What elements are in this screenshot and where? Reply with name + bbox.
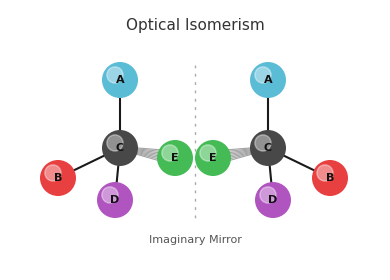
Circle shape [45, 165, 61, 181]
Circle shape [102, 62, 138, 98]
Circle shape [250, 130, 286, 166]
Circle shape [40, 160, 76, 196]
Text: Optical Isomerism: Optical Isomerism [126, 18, 264, 33]
Text: C: C [264, 143, 272, 153]
Text: D: D [110, 195, 120, 205]
Circle shape [107, 135, 123, 151]
Circle shape [102, 187, 118, 203]
Circle shape [317, 165, 333, 181]
Circle shape [97, 182, 133, 218]
Text: D: D [268, 195, 278, 205]
Circle shape [255, 182, 291, 218]
Circle shape [250, 62, 286, 98]
Text: A: A [116, 75, 124, 85]
Text: B: B [326, 173, 334, 183]
Circle shape [200, 145, 216, 161]
Text: C: C [116, 143, 124, 153]
Circle shape [195, 140, 231, 176]
Circle shape [157, 140, 193, 176]
Circle shape [162, 145, 178, 161]
Circle shape [107, 67, 123, 83]
Text: A: A [264, 75, 272, 85]
Text: E: E [171, 153, 179, 163]
Text: E: E [209, 153, 217, 163]
Circle shape [312, 160, 348, 196]
Text: B: B [54, 173, 62, 183]
Circle shape [255, 67, 271, 83]
Circle shape [102, 130, 138, 166]
Circle shape [255, 135, 271, 151]
Text: Imaginary Mirror: Imaginary Mirror [149, 235, 241, 245]
Circle shape [260, 187, 276, 203]
